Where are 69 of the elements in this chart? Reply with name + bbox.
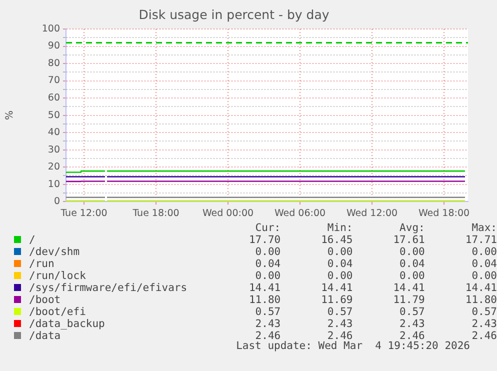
text: 2.43 — [398, 318, 425, 330]
text: 0.57 — [254, 306, 281, 318]
legend-label: / — [28, 234, 36, 246]
text: 0.00 — [326, 246, 353, 258]
y-tick-label: 0 — [54, 196, 60, 208]
legend-label: /data — [28, 330, 62, 342]
text: 2.43 — [254, 318, 281, 330]
text: 2.46 — [472, 330, 497, 342]
text: 11.80 — [248, 294, 281, 306]
text: 0.04 — [470, 258, 497, 270]
text: Cur: — [254, 222, 281, 234]
text: 0.00 — [398, 270, 425, 282]
chart-title: Disk usage in percent - by day — [138, 6, 330, 22]
y-tick-label: 40 — [48, 127, 60, 138]
text: 11.80 — [464, 294, 497, 306]
text: 11.69 — [320, 294, 353, 306]
y-tick-label: 80 — [48, 58, 60, 69]
text: 16.45 — [320, 234, 353, 246]
legend-label: /boot — [28, 294, 62, 306]
text: Max: — [470, 222, 497, 234]
text: 0.00 — [326, 270, 353, 282]
text: 0.00 — [254, 270, 281, 282]
y-tick-label: 100 — [42, 23, 60, 34]
text: 0.00 — [398, 246, 425, 258]
text: 14.41 — [464, 282, 497, 294]
text: 14.41 — [320, 282, 353, 294]
text: 0.57 — [470, 306, 497, 318]
x-tick-label: Wed 18:00 — [418, 208, 470, 219]
text: 14.41 — [248, 282, 281, 294]
text: 2.43 — [326, 318, 353, 330]
text: 0.00 — [254, 246, 281, 258]
text: 0.57 — [326, 306, 353, 318]
text: 2.46 — [255, 330, 281, 342]
text: 2.46 — [400, 330, 425, 342]
y-tick-label: 10 — [48, 178, 60, 190]
y-tick-label: 30 — [48, 144, 60, 156]
text: 2.46 — [327, 330, 353, 342]
text: 17.61 — [392, 234, 425, 246]
legend-label: /boot/efi — [28, 306, 87, 318]
text: 0.04 — [326, 258, 353, 270]
legend-label: /dev/shm — [28, 246, 81, 258]
y-tick-label: 60 — [48, 92, 60, 104]
y-tick-label: 50 — [48, 110, 60, 121]
x-tick-label: Wed 06:00 — [274, 208, 326, 219]
text: 14.41 — [392, 282, 425, 294]
text: 17.71 — [464, 234, 497, 246]
text: 17.70 — [248, 234, 281, 246]
legend-label: /run/lock — [28, 270, 87, 282]
y-axis-title: % — [4, 110, 16, 120]
x-tick-label: Wed 12:00 — [346, 208, 398, 219]
text: Avg: — [398, 222, 425, 234]
text: Min: — [326, 222, 353, 234]
y-tick-label: 90 — [48, 40, 60, 52]
x-tick-label: Tue 18:00 — [132, 208, 180, 219]
legend-label: /run — [28, 258, 56, 270]
text: 11.79 — [392, 294, 425, 306]
x-tick-label: Wed 00:00 — [202, 208, 254, 219]
y-tick-label: 70 — [48, 75, 60, 86]
text: 0.04 — [254, 258, 281, 270]
text: 2.43 — [470, 318, 497, 330]
legend-label: /data_backup — [28, 318, 106, 330]
text: 0.57 — [398, 306, 425, 318]
text: 0.04 — [398, 258, 425, 270]
x-tick-label: Tue 12:00 — [60, 208, 108, 219]
legend-label: /sys/firmware/efi/efivars — [28, 282, 188, 294]
text: 0.00 — [470, 246, 497, 258]
text: 0.00 — [470, 270, 497, 282]
text: Last update: Wed Mar 4 19:45:20 2026 — [236, 340, 470, 352]
y-tick-label: 20 — [48, 162, 60, 173]
